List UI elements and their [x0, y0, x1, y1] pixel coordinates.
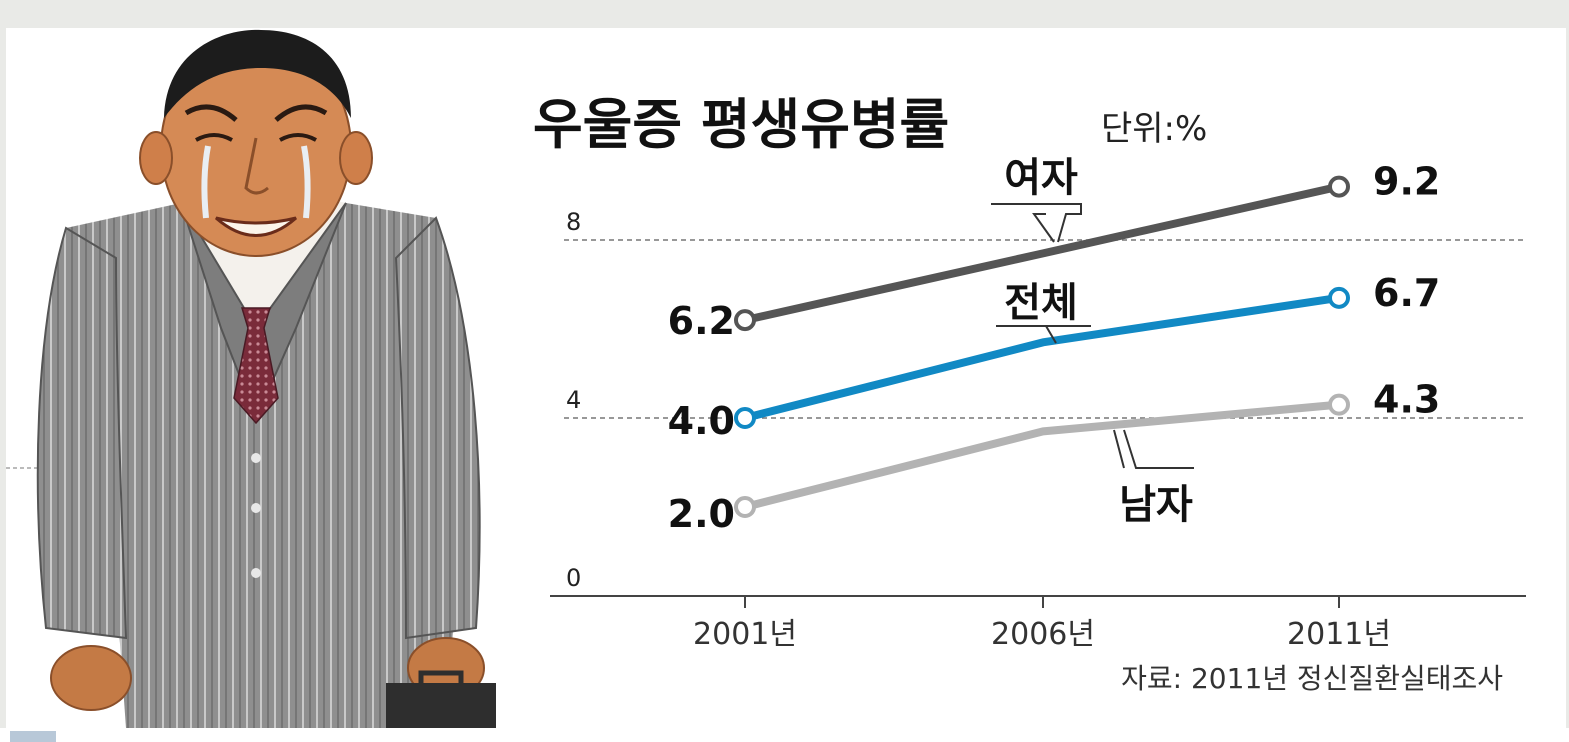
series-name-label: 전체 [1004, 280, 1078, 326]
data-point [1328, 175, 1350, 198]
bottom-bar [0, 728, 1569, 742]
series-name-label: 남자 [1119, 482, 1193, 528]
series-name-label: 여자 [1004, 155, 1078, 201]
y-tick-label: 0 [566, 564, 581, 592]
x-tick-label: 2001년 [693, 617, 797, 652]
data-label: 4.0 [668, 399, 735, 443]
series-line-0 [744, 182, 1340, 325]
callout-line [991, 203, 1082, 243]
callout-line [1113, 429, 1125, 469]
y-tick-label: 4 [566, 386, 581, 414]
unit-label: 단위:% [1101, 109, 1207, 149]
series-line-1 [744, 293, 1340, 422]
source-note: 자료: 2011년 정신질환실태조사 [1121, 662, 1503, 695]
data-point [734, 407, 756, 429]
data-point [1328, 286, 1350, 309]
line-chart: 우울증 평생유병률 단위:% 0 4 8 2001년 2006년 2011년 6.2 9.2 4.0… [533, 93, 1526, 695]
series-line-2 [744, 400, 1340, 511]
data-label: 6.2 [668, 299, 735, 343]
bottom-tab [10, 731, 56, 742]
x-tick-label: 2011년 [1287, 617, 1391, 652]
callout-line [1032, 213, 1055, 243]
callout-line [1123, 429, 1194, 469]
chart-title: 우울증 평생유병률 [533, 93, 949, 156]
callout-line [1045, 325, 1057, 344]
chart-card: 우울증 평생유병률 단위:% 0 4 8 2001년 2006년 2011년 6.2 9.2 4.0… [6, 28, 1566, 728]
data-point [1328, 393, 1350, 416]
data-label: 6.7 [1373, 271, 1440, 315]
data-label: 4.3 [1373, 378, 1440, 422]
data-point [734, 309, 756, 332]
y-tick-label: 8 [566, 208, 581, 236]
crying-man-illustration [6, 29, 496, 728]
data-label: 9.2 [1373, 160, 1440, 204]
data-point [734, 496, 756, 518]
x-tick-label: 2006년 [991, 617, 1095, 652]
data-label: 2.0 [668, 492, 735, 536]
